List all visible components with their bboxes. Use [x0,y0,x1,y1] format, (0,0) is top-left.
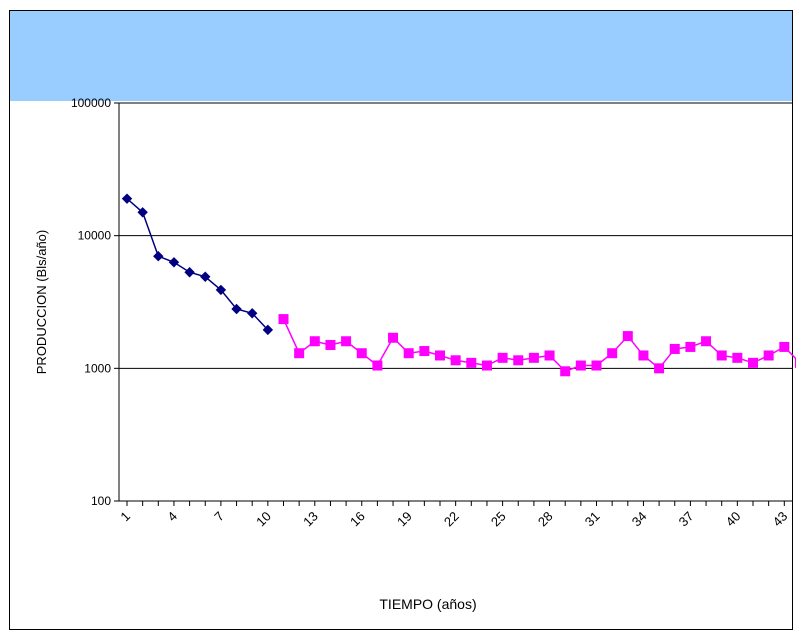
data-point [607,348,618,359]
y-tick-label: 100 [91,494,111,508]
data-point [325,339,336,350]
series-2-line [282,318,796,373]
data-point [294,348,305,359]
data-point [748,357,758,368]
x-tick-label: 1 [117,509,133,525]
data-point [200,271,211,282]
x-tick-label: 37 [676,509,697,530]
y-tick-label: 1000 [84,361,111,375]
data-point [528,352,539,363]
x-tick-label: 31 [582,509,603,530]
x-tick-label: 25 [488,509,509,530]
x-tick-labels: 1 4 7 10 13 16 19 22 25 28 31 34 37 40 43 [117,501,791,530]
data-point [246,308,258,319]
data-point [403,348,414,359]
data-point [419,346,430,357]
x-tick-label: 34 [629,509,650,530]
data-point [153,251,164,262]
x-tick-label: 10 [253,509,274,530]
data-point [669,343,680,354]
data-point [137,207,148,218]
series-1-line [126,198,269,331]
x-tick-label: 16 [347,509,368,530]
x-tick-label: 28 [535,509,556,530]
y-tick-label: 100000 [71,96,111,110]
data-point [231,303,242,315]
data-point [262,324,274,336]
x-tick-label: 7 [211,509,227,525]
data-point [309,336,320,347]
data-point [732,352,743,363]
data-point [622,331,633,342]
data-point [685,341,696,352]
data-point [763,350,774,361]
header-band [10,11,792,101]
y-tick-label: 10000 [78,229,112,243]
data-point [356,348,367,359]
data-point [794,357,796,368]
data-point [779,341,790,352]
data-point [544,350,555,361]
data-point [278,314,289,325]
data-point [701,336,712,347]
data-point [513,355,524,366]
data-point [591,360,602,371]
data-point [121,193,133,204]
x-tick-label: 43 [770,509,791,530]
data-point [168,257,180,268]
data-point [716,350,727,361]
data-point [575,360,586,371]
x-axis-label: TIEMPO (años) [379,596,476,612]
y-tick-labels: 100 1000 10000 100000 [71,96,119,508]
x-tick-label: 19 [394,509,415,530]
data-point [435,350,445,361]
data-point [341,336,352,347]
x-tick-label: 40 [723,509,744,530]
data-point [215,284,227,296]
data-point [481,360,492,371]
data-point [372,360,383,371]
data-point [560,366,571,377]
chart-frame [9,10,793,630]
data-point [184,267,195,278]
y-axis-label: PRODUCCION (Bls/año) [34,230,49,374]
data-point [654,363,665,374]
data-point [450,355,461,366]
grid-layer [119,102,792,369]
data-point [388,332,399,343]
data-point [466,357,477,368]
data-point [497,352,508,363]
x-tick-label: 22 [441,509,462,530]
series-layer [121,193,796,377]
x-tick-label: 13 [300,509,321,530]
x-tick-label: 4 [164,509,180,525]
data-point [638,350,649,361]
